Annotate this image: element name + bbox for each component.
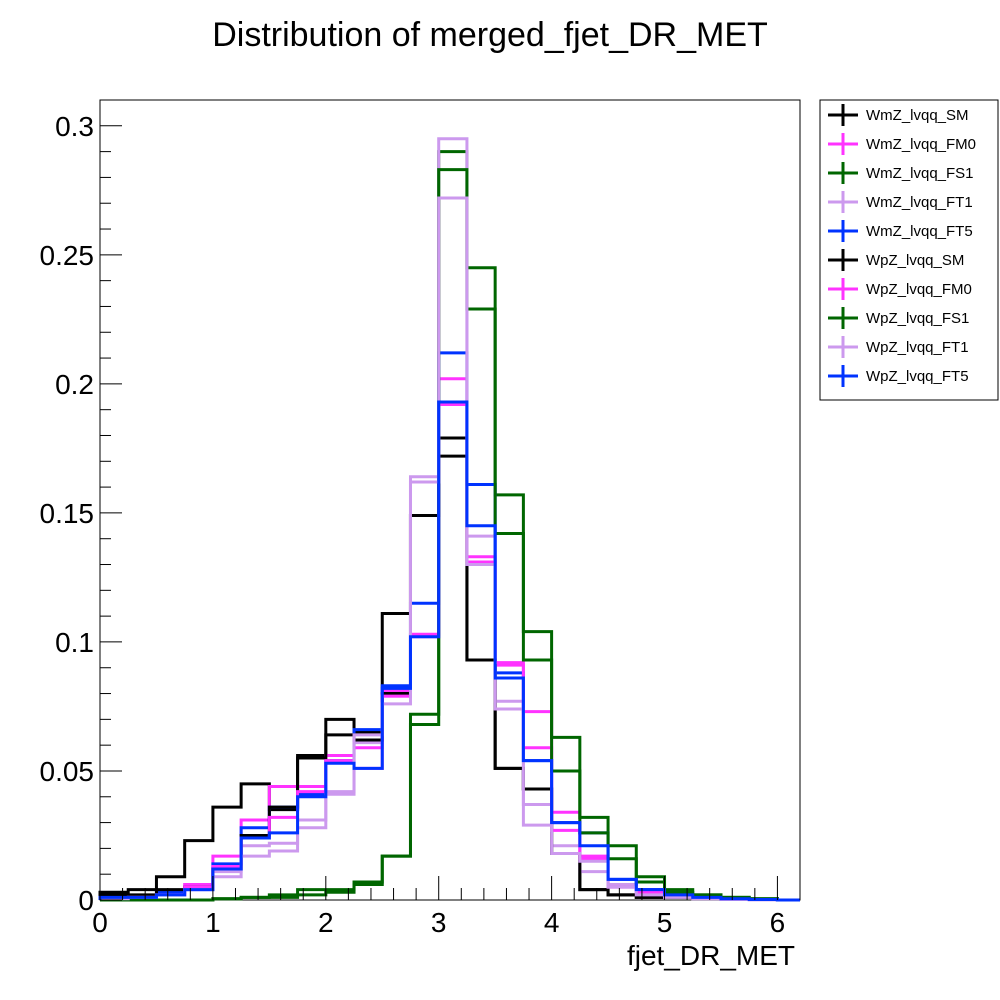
- legend-label: WpZ_lvqq_FS1: [866, 310, 969, 327]
- legend-box: [819, 99, 999, 401]
- y-tick-label: 0.3: [55, 111, 94, 142]
- y-tick-label: 0.05: [40, 756, 95, 787]
- legend-label: WmZ_lvqq_FM0: [866, 136, 976, 153]
- legend-label: WmZ_lvqq_FT1: [866, 194, 973, 211]
- series-line-wmz-lvqq-fs1: [100, 150, 800, 902]
- y-tick-label: 0.25: [40, 240, 95, 271]
- legend-label: WmZ_lvqq_SM: [866, 107, 969, 124]
- y-tick-label: 0: [78, 885, 94, 916]
- y-tick-label: 0.15: [40, 498, 95, 529]
- series-line-wpz-lvqq-ft5: [98, 400, 800, 902]
- legend-label: WmZ_lvqq_FS1: [866, 165, 974, 182]
- legend-label: WpZ_lvqq_FT1: [866, 339, 969, 356]
- series-line-wmz-lvqq-sm: [98, 436, 800, 902]
- x-axis-label: fjet_DR_MET: [627, 940, 795, 971]
- x-tick-label: 4: [544, 907, 560, 938]
- series-line-wpz-lvqq-fs1: [100, 168, 800, 902]
- x-tick-label: 0: [92, 907, 108, 938]
- axes-layer: 0 1 2 3 4 5 6 0 0.05 0.1 0.15 0.2 0.25 0.3: [40, 99, 801, 938]
- x-tick-label: 2: [318, 907, 334, 938]
- histogram-series-layer: [98, 137, 800, 902]
- y-tick-label: 0.1: [55, 627, 94, 658]
- y-tick-label: 0.2: [55, 369, 94, 400]
- x-tick-label: 1: [205, 907, 221, 938]
- series-line-wpz-lvqq-sm: [98, 454, 800, 902]
- chart-title: Distribution of merged_fjet_DR_MET: [212, 16, 768, 54]
- plot-frame: [99, 99, 801, 901]
- legend-label: WmZ_lvqq_FT5: [866, 223, 973, 240]
- legend-entries: WmZ_lvqq_SM WmZ_lvqq_FM0 WmZ_lvqq_FS1 WmZ_l…: [828, 104, 976, 387]
- legend-label: WpZ_lvqq_SM: [866, 252, 964, 269]
- x-tick-label: 3: [431, 907, 447, 938]
- series-line-wmz-lvqq-ft5: [98, 351, 800, 902]
- series-line-wmz-lvqq-ft1: [98, 137, 800, 902]
- x-tick-label: 5: [657, 907, 673, 938]
- legend-label: WpZ_lvqq_FM0: [866, 281, 972, 298]
- legend-label: WpZ_lvqq_FT5: [866, 368, 969, 385]
- x-tick-label: 6: [770, 907, 786, 938]
- series-line-wpz-lvqq-ft1: [98, 196, 800, 902]
- series-line-wpz-lvqq-fm0: [98, 403, 800, 902]
- legend: WmZ_lvqq_SM WmZ_lvqq_FM0 WmZ_lvqq_FS1 WmZ_l…: [819, 99, 999, 401]
